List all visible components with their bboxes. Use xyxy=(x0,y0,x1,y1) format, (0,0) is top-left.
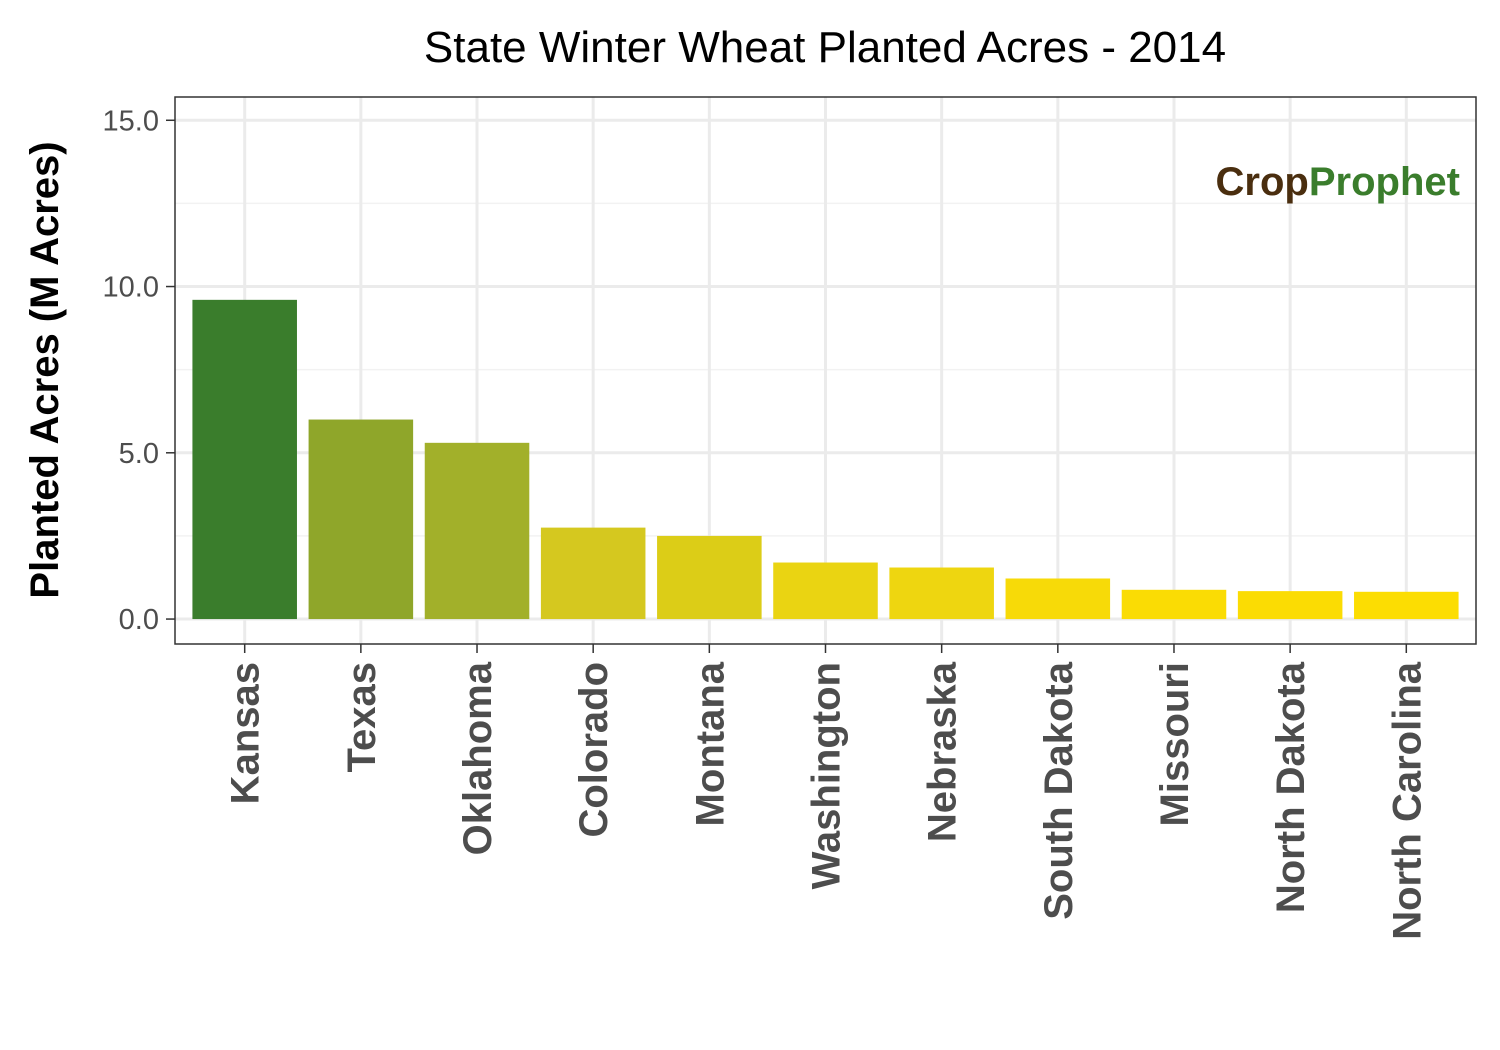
y-tick-label: 10.0 xyxy=(103,272,159,304)
bar-south-dakota xyxy=(1005,578,1111,620)
bar-colorado xyxy=(540,527,646,620)
x-tick-label: Colorado xyxy=(572,662,616,838)
y-tick-label: 15.0 xyxy=(103,105,159,137)
bar-kansas xyxy=(192,299,297,620)
svg-text:CropProphet: CropProphet xyxy=(1216,160,1460,204)
x-tick-label: Montana xyxy=(688,661,732,826)
x-tick-label: North Dakota xyxy=(1269,661,1313,913)
y-axis-label: Planted Acres (M Acres) xyxy=(23,141,67,598)
x-tick-label: Texas xyxy=(340,662,384,772)
x-tick-label: Washington xyxy=(805,662,849,889)
x-axis: Kansas Texas Oklahoma Colorado Montana Washin… xyxy=(224,644,1429,940)
bar-nebraska xyxy=(889,567,994,620)
x-tick-label: Nebraska xyxy=(921,661,965,842)
watermark-prophet: Prophet xyxy=(1309,160,1460,204)
y-tick-label: 5.0 xyxy=(119,438,159,470)
x-tick-label: Kansas xyxy=(224,662,268,804)
bar-north-carolina xyxy=(1354,591,1459,620)
x-tick-label: Missouri xyxy=(1153,662,1197,826)
bar-washington xyxy=(773,562,878,620)
bars xyxy=(192,299,1459,620)
chart-title: State Winter Wheat Planted Acres - 2014 xyxy=(424,23,1226,72)
x-tick-label: Oklahoma xyxy=(456,661,500,855)
y-axis: 0.0 5.0 10.0 15.0 xyxy=(103,105,175,636)
bar-north-dakota xyxy=(1237,591,1343,620)
x-tick-label: South Dakota xyxy=(1037,661,1081,920)
bar-montana xyxy=(657,535,762,620)
watermark-logo: CropProphet xyxy=(1216,160,1460,204)
bar-oklahoma xyxy=(424,442,530,620)
watermark-crop: Crop xyxy=(1216,160,1309,204)
y-tick-label: 0.0 xyxy=(119,604,159,636)
bar-missouri xyxy=(1121,589,1227,620)
x-tick-label: North Carolina xyxy=(1385,661,1429,940)
bar-texas xyxy=(308,419,414,620)
